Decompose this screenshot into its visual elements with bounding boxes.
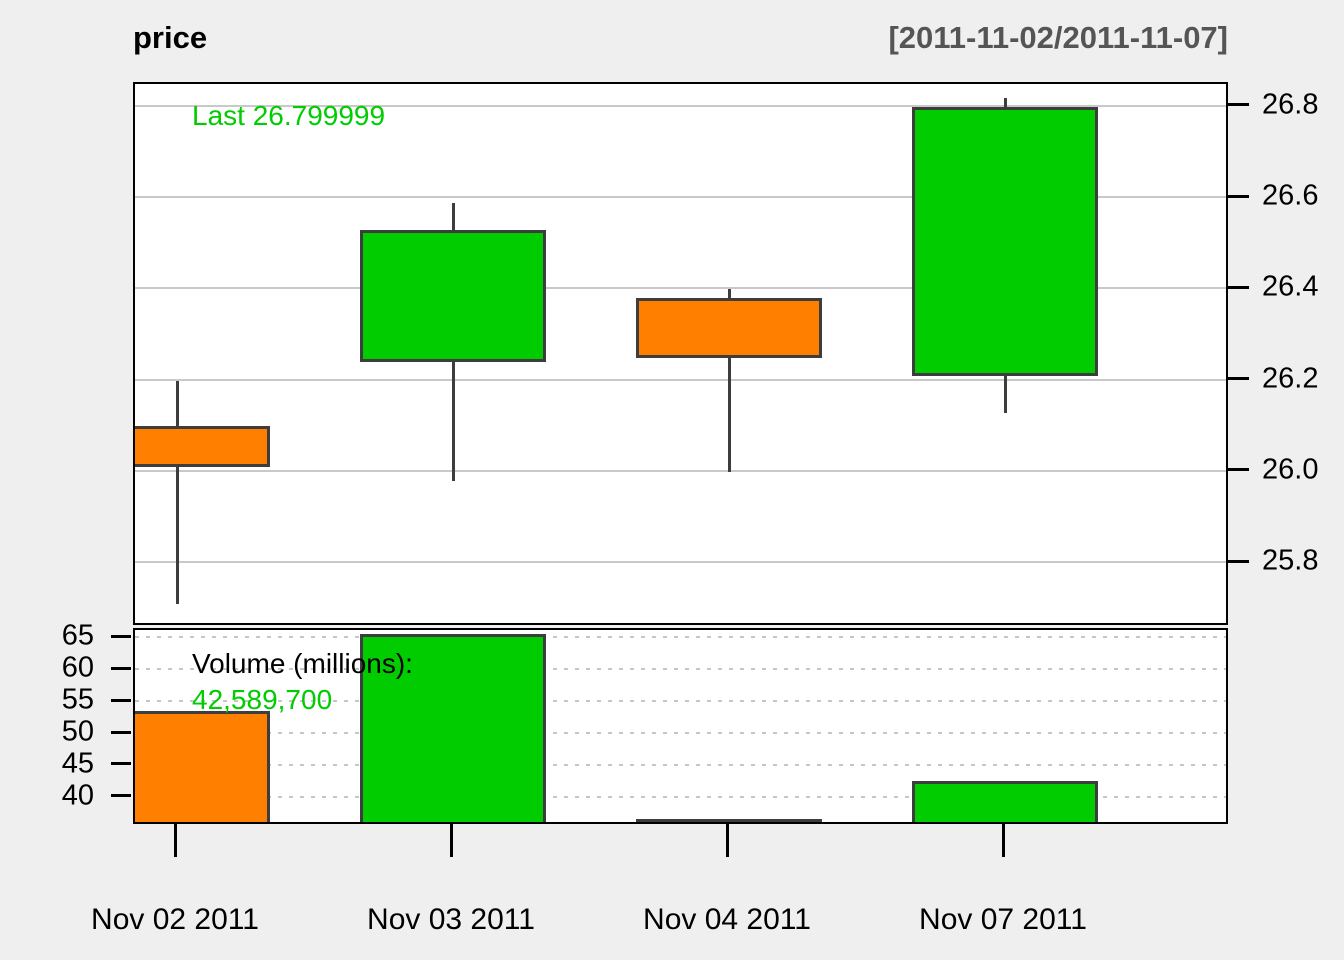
volume-tick-mark	[111, 794, 131, 798]
price-gridline	[135, 196, 1226, 199]
y-tick-mark	[1228, 559, 1249, 563]
chart-title: price	[133, 20, 208, 55]
volume-gridline	[135, 668, 1226, 671]
volume-tick-label: 50	[61, 715, 94, 748]
volume-gridline	[135, 763, 1226, 766]
candle-body	[135, 426, 270, 468]
volume-bar	[636, 818, 822, 822]
price-gridline	[135, 104, 1226, 107]
last-price-annotation: Last 26.799999	[192, 100, 386, 131]
price-gridline	[135, 469, 1226, 472]
date-range-label: [2011-11-02/2011-11-07]	[888, 20, 1228, 55]
x-tick-label: Nov 03 2011	[367, 903, 535, 936]
volume-tick-label: 65	[61, 619, 94, 652]
volume-bar	[912, 781, 1098, 822]
x-tick-label: Nov 04 2011	[643, 903, 811, 936]
price-y-axis: 26.8 26.6 26.4 26.2 26.0 25.8	[1228, 0, 1344, 960]
volume-tick-mark	[111, 666, 131, 670]
y-tick-label: 26.8	[1262, 88, 1319, 121]
candle-wick	[727, 289, 731, 472]
y-tick-mark	[1228, 377, 1249, 381]
x-tick-mark	[173, 824, 177, 857]
x-tick-label: Nov 07 2011	[919, 903, 1087, 936]
volume-gridline	[135, 732, 1226, 735]
volume-bar	[360, 634, 546, 822]
y-tick-label: 26.6	[1262, 179, 1319, 212]
price-gridline	[135, 561, 1226, 564]
y-tick-mark	[1228, 285, 1249, 289]
candle-wick	[175, 380, 179, 605]
volume-title-annotation: Volume (millions):	[192, 648, 413, 679]
volume-gridline	[135, 700, 1226, 703]
y-tick-mark	[1228, 468, 1249, 472]
volume-gridline	[135, 795, 1226, 798]
price-gridline	[135, 287, 1226, 290]
y-tick-label: 26.0	[1262, 453, 1319, 486]
price-panel: Last 26.799999	[133, 82, 1228, 625]
candle-body	[912, 106, 1098, 377]
volume-value-annotation: 42,589,700	[192, 684, 333, 715]
volume-tick-label: 55	[61, 683, 94, 716]
x-tick-mark	[1001, 824, 1005, 857]
x-tick-mark	[449, 824, 453, 857]
volume-tick-mark	[111, 634, 131, 638]
x-tick-label: Nov 02 2011	[91, 903, 259, 936]
volume-bar	[135, 711, 270, 822]
volume-tick-label: 60	[61, 651, 94, 684]
price-gridline	[135, 378, 1226, 381]
x-tick-mark	[725, 824, 729, 857]
volume-tick-mark	[111, 698, 131, 702]
volume-panel: Volume (millions): 42,589,700	[133, 628, 1228, 824]
y-tick-label: 25.8	[1262, 544, 1319, 577]
y-tick-mark	[1228, 103, 1249, 107]
volume-y-axis: 65 60 55 50 45 40	[0, 0, 133, 960]
volume-tick-mark	[111, 762, 131, 766]
candle-body	[636, 298, 822, 358]
candle-body	[360, 230, 546, 363]
y-tick-label: 26.4	[1262, 270, 1319, 303]
chart-header: price [2011-11-02/2011-11-07]	[133, 20, 1228, 56]
volume-tick-mark	[111, 730, 131, 734]
y-tick-mark	[1228, 194, 1249, 198]
y-tick-label: 26.2	[1262, 362, 1319, 395]
volume-tick-label: 40	[61, 779, 94, 812]
volume-tick-label: 45	[61, 747, 94, 780]
volume-gridline	[135, 636, 1226, 639]
